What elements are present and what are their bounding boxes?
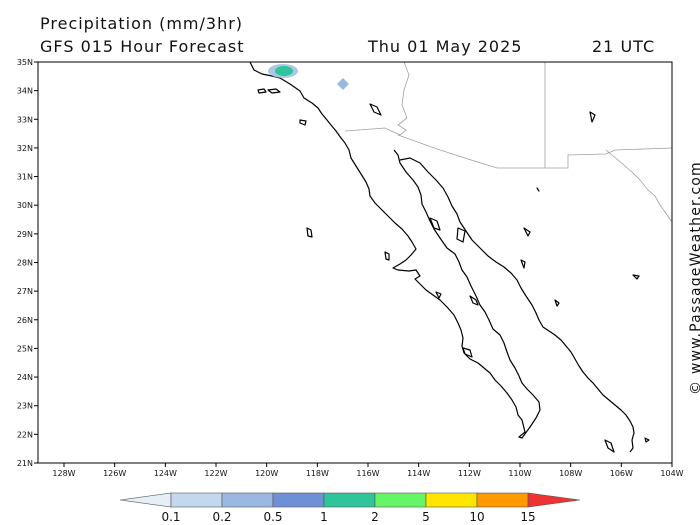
lat-label: 34N xyxy=(17,87,33,96)
lon-label: 110W xyxy=(508,469,531,478)
lon-label: 106W xyxy=(610,469,633,478)
colorbar-label: 1 xyxy=(320,510,328,524)
lon-label: 112W xyxy=(458,469,481,478)
lon-label: 108W xyxy=(559,469,582,478)
lon-label: 128W xyxy=(52,469,75,478)
lat-label: 25N xyxy=(17,344,33,353)
forecast-time: 21 UTC xyxy=(592,37,656,56)
lon-label: 114W xyxy=(407,469,430,478)
lat-label: 29N xyxy=(17,230,33,239)
precip-area-medium xyxy=(275,66,293,76)
lat-label: 22N xyxy=(17,430,33,439)
colorbar-label: 5 xyxy=(422,510,430,524)
precipitation-color-scale: 0.1 0.2 0.5 1 2 5 10 15 xyxy=(119,492,581,524)
map-frame xyxy=(37,61,673,464)
colorbar-cell-underflow xyxy=(119,492,172,508)
colorbar-label: 0.5 xyxy=(263,510,282,524)
longitude-labels: 128W 126W 124W 122W 120W 118W 116W 114W 112W 110W… xyxy=(52,463,684,478)
lat-label: 33N xyxy=(17,115,33,124)
lon-label: 120W xyxy=(255,469,278,478)
lat-label: 28N xyxy=(17,259,33,268)
lon-label: 124W xyxy=(154,469,177,478)
lat-label: 35N xyxy=(17,58,33,67)
colorbar-cell xyxy=(272,492,325,508)
colorbar-cell-overflow xyxy=(527,492,581,508)
colorbar-cell xyxy=(374,492,427,508)
lat-label: 21N xyxy=(17,459,33,468)
coastline xyxy=(249,61,650,453)
lat-label: 32N xyxy=(17,144,33,153)
colorbar-label: 0.2 xyxy=(212,510,231,524)
lon-label: 118W xyxy=(306,469,329,478)
colorbar-label: 15 xyxy=(520,510,535,524)
lat-label: 23N xyxy=(17,402,33,411)
lon-label: 122W xyxy=(204,469,227,478)
lon-label: 104W xyxy=(660,469,683,478)
lon-label: 126W xyxy=(103,469,126,478)
map-title: Precipitation (mm/3hr) xyxy=(40,14,244,33)
colorbar-cell xyxy=(323,492,376,508)
forecast-model-label: GFS 015 Hour Forecast xyxy=(40,37,245,56)
latitude-labels: 35N 34N 33N 32N 31N 30N 29N 28N 27N 26N 25N 24N 23N 2… xyxy=(17,58,38,468)
colorbar-cell xyxy=(221,492,274,508)
colorbar-label: 10 xyxy=(469,510,484,524)
precip-area-small xyxy=(337,78,349,90)
precipitation-areas xyxy=(268,64,349,90)
colorbar-cell xyxy=(476,492,529,508)
lat-label: 30N xyxy=(17,201,33,210)
colorbar-label: 2 xyxy=(371,510,379,524)
lon-label: 116W xyxy=(356,469,379,478)
lat-label: 24N xyxy=(17,373,33,382)
colorbar-cell xyxy=(425,492,478,508)
lat-label: 26N xyxy=(17,316,33,325)
lat-label: 27N xyxy=(17,287,33,296)
forecast-date: Thu 01 May 2025 xyxy=(368,37,523,56)
colorbar-cell xyxy=(170,492,223,508)
political-borders xyxy=(344,61,673,223)
colorbar-label: 0.1 xyxy=(161,510,180,524)
lat-label: 31N xyxy=(17,173,33,182)
